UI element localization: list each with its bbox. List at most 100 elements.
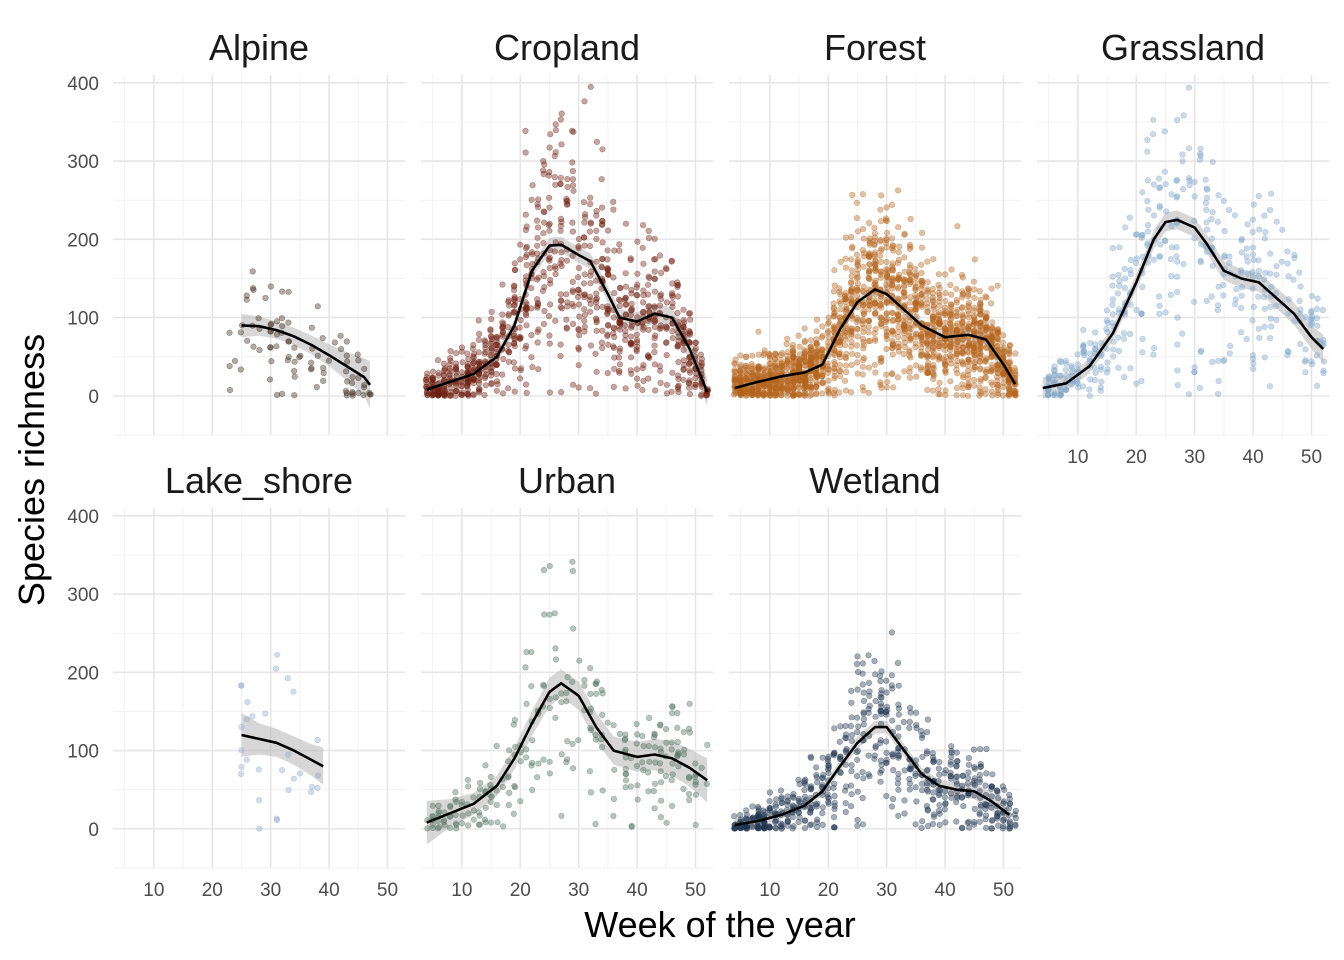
data-point [674, 383, 681, 391]
data-point [680, 324, 687, 331]
data-point [971, 256, 978, 263]
data-point [551, 174, 558, 181]
data-point [493, 334, 500, 341]
data-point [429, 368, 437, 375]
data-point [1215, 192, 1222, 199]
data-point [587, 300, 594, 307]
data-point [819, 390, 826, 397]
data-point [616, 361, 624, 368]
data-point [685, 380, 693, 387]
data-point [848, 289, 856, 296]
data-point [633, 375, 641, 382]
data-point [499, 333, 507, 340]
data-point [698, 361, 706, 369]
data-point [1120, 335, 1128, 342]
data-point [959, 772, 966, 780]
x-tick-label: 40 [627, 880, 648, 901]
data-point [238, 747, 245, 754]
data-point [604, 305, 611, 312]
data-point [965, 323, 972, 330]
data-point [569, 176, 577, 183]
data-point [458, 382, 465, 390]
data-point [475, 336, 482, 344]
data-point [1313, 382, 1321, 390]
data-point [871, 335, 879, 342]
data-point [1062, 357, 1069, 365]
data-point [732, 377, 739, 384]
data-point [847, 256, 855, 263]
data-point [906, 775, 913, 783]
data-point [883, 271, 891, 278]
data-point [1168, 273, 1175, 280]
data-point [361, 365, 368, 373]
data-point [1156, 302, 1163, 309]
data-point [1249, 251, 1257, 258]
data-point [766, 389, 773, 396]
data-point [622, 777, 630, 784]
data-point [942, 800, 949, 808]
data-point [1051, 390, 1058, 397]
x-tick-label: 20 [510, 880, 531, 901]
data-point [598, 176, 605, 183]
data-point [1249, 244, 1257, 251]
data-point [1091, 364, 1098, 371]
data-point [877, 268, 884, 275]
data-point [983, 366, 990, 373]
data-point [617, 297, 624, 304]
data-point [511, 266, 519, 274]
data-point [983, 344, 990, 351]
data-point [482, 367, 489, 374]
data-point [901, 797, 908, 804]
data-point [970, 746, 978, 753]
data-point [1005, 384, 1012, 391]
data-point [1186, 182, 1193, 189]
data-point [819, 323, 826, 330]
data-point [557, 291, 564, 298]
data-point [580, 234, 588, 241]
data-point [616, 247, 623, 254]
data-point [499, 331, 506, 338]
data-point [1296, 297, 1303, 305]
data-point [843, 304, 850, 311]
data-point [505, 801, 512, 809]
data-point [575, 286, 582, 293]
data-point [958, 304, 966, 312]
data-point [883, 316, 891, 323]
data-point [877, 677, 884, 685]
data-point [1301, 358, 1309, 365]
data-point [837, 723, 844, 730]
data-point [639, 386, 646, 394]
data-point [552, 714, 559, 721]
data-point [482, 762, 489, 769]
data-point [470, 380, 477, 387]
data-point [837, 306, 844, 313]
data-point [1126, 330, 1134, 338]
data-point [1302, 369, 1309, 376]
data-point [558, 699, 565, 706]
data-point [1203, 297, 1210, 305]
data-point [936, 758, 943, 766]
data-point [349, 392, 356, 399]
data-point [493, 801, 500, 809]
data-point [743, 388, 750, 396]
data-point [477, 779, 484, 787]
data-point [592, 296, 600, 303]
data-point [698, 391, 705, 398]
data-point [871, 242, 878, 249]
data-point [523, 243, 530, 250]
data-point [256, 796, 263, 804]
data-point [511, 293, 518, 301]
data-point [883, 384, 890, 391]
data-point [639, 759, 646, 766]
data-point [1278, 258, 1285, 265]
data-point [634, 382, 641, 389]
data-point [279, 390, 286, 398]
data-point [488, 364, 495, 371]
data-point [929, 298, 936, 305]
data-point [831, 725, 838, 732]
data-point [308, 783, 316, 790]
data-point [563, 201, 571, 208]
data-point [545, 222, 552, 229]
data-point [1080, 349, 1087, 357]
data-point [895, 753, 902, 760]
